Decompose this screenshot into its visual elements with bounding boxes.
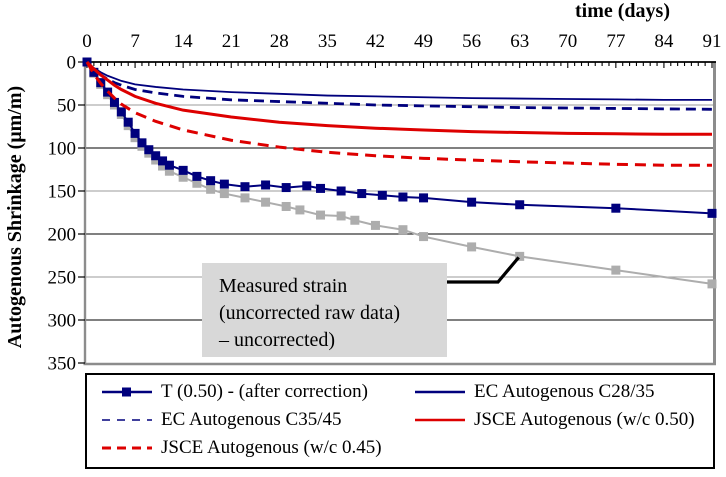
legend-label: EC Autogenous C28/35 bbox=[474, 381, 655, 402]
y-tick-label: 150 bbox=[48, 182, 77, 203]
y-tick-label: 50 bbox=[57, 96, 76, 117]
legend-label: EC Autogenous C35/45 bbox=[161, 409, 342, 430]
series-line-red-solid bbox=[85, 60, 712, 136]
series-marker-square bbox=[178, 172, 188, 182]
legend-item-jsce-045: JSCE Autogenous (w/c 0.45) bbox=[101, 437, 382, 459]
series-marker-square bbox=[302, 181, 312, 191]
series-marker-square bbox=[467, 242, 477, 252]
legend-line-sample-red-solid bbox=[415, 418, 465, 422]
series-marker-square bbox=[89, 67, 99, 77]
series-marker-square bbox=[419, 232, 429, 242]
x-tick-label: 0 bbox=[82, 31, 92, 52]
series-marker-square bbox=[281, 183, 291, 193]
series-marker-square bbox=[116, 107, 126, 117]
series-marker-square bbox=[281, 201, 291, 211]
series-marker-square bbox=[515, 251, 525, 261]
series-marker-square bbox=[398, 192, 408, 202]
series-marker-square bbox=[261, 180, 271, 190]
series-marker-square bbox=[398, 225, 408, 235]
x-tick-label: 28 bbox=[270, 31, 289, 52]
series-marker-square bbox=[206, 176, 216, 186]
legend-label: JSCE Autogenous (w/c 0.50) bbox=[474, 409, 695, 430]
series-marker-square bbox=[219, 179, 229, 189]
legend-line-sample-navy-dashed bbox=[102, 419, 152, 421]
legend-item-ec-c2835: EC Autogenous C28/35 bbox=[414, 381, 655, 403]
series-marker-square bbox=[419, 193, 429, 203]
series-marker-square bbox=[316, 183, 326, 193]
series-marker-square bbox=[123, 117, 133, 127]
series-marker-square bbox=[316, 210, 326, 220]
series-marker-square bbox=[192, 171, 202, 181]
series-marker-square bbox=[240, 182, 250, 192]
series-marker-square bbox=[295, 205, 305, 215]
x-tick-label: 14 bbox=[174, 31, 194, 52]
legend-item-jsce-050: JSCE Autogenous (w/c 0.50) bbox=[414, 409, 695, 431]
series-marker-square bbox=[178, 165, 188, 175]
series-marker-square bbox=[240, 193, 250, 203]
x-tick-label: 63 bbox=[510, 31, 529, 52]
series-marker-square bbox=[336, 211, 346, 221]
y-tick-label: 300 bbox=[48, 311, 77, 332]
series-marker-square bbox=[151, 151, 161, 161]
x-tick-label: 77 bbox=[606, 31, 625, 52]
series-marker-square bbox=[707, 279, 717, 289]
x-tick-label: 7 bbox=[130, 31, 140, 52]
x-tick-label: 42 bbox=[366, 31, 385, 52]
series-marker-square bbox=[350, 215, 360, 225]
series-marker-square bbox=[611, 203, 621, 213]
legend-line-sample-navy-marker bbox=[102, 387, 152, 397]
y-tick-label: 0 bbox=[67, 53, 77, 74]
y-tick-label: 100 bbox=[48, 139, 77, 160]
series-marker-square bbox=[515, 200, 525, 210]
annotation-line-2: (uncorrected raw data) bbox=[219, 302, 400, 324]
y-tick-label: 350 bbox=[48, 354, 77, 372]
legend-line-sample-red-dashed bbox=[102, 446, 152, 450]
series-line-red-dashed bbox=[85, 61, 712, 167]
series-marker-square bbox=[158, 161, 168, 171]
x-tick-label: 91 bbox=[703, 31, 722, 52]
series-marker-square bbox=[467, 197, 477, 207]
series-marker-square bbox=[206, 184, 216, 194]
chart-legend: T (0.50) - (after correction) EC Autogen… bbox=[85, 373, 715, 469]
series-marker-square bbox=[377, 190, 387, 200]
y-tick-label: 250 bbox=[48, 268, 77, 289]
series-marker-square bbox=[109, 97, 119, 107]
series-marker-square bbox=[137, 138, 147, 148]
x-tick-label: 21 bbox=[222, 31, 241, 52]
legend-label: JSCE Autogenous (w/c 0.45) bbox=[161, 437, 382, 458]
shrinkage-chart-plot: 0 7 14 21 28 35 42 49 56 63 70 77 84 91 0 50 100 150 200 25… bbox=[48, 31, 722, 375]
series-marker-square bbox=[707, 208, 717, 218]
series-marker-square bbox=[144, 145, 154, 155]
x-tick-label: 49 bbox=[414, 31, 433, 52]
series-marker-square bbox=[164, 160, 174, 170]
x-tick-label: 70 bbox=[558, 31, 577, 52]
series-line-navy-solid bbox=[86, 61, 712, 101]
annotation-line-1: Measured strain bbox=[219, 275, 348, 297]
series-marker-square bbox=[357, 189, 367, 199]
series-marker-square bbox=[370, 220, 380, 230]
legend-line-sample-navy-solid bbox=[415, 390, 465, 394]
x-tick-label: 84 bbox=[654, 31, 674, 52]
series-marker-square bbox=[336, 186, 346, 196]
y-axis-title: Autogenous Shrinkage (μm/m) bbox=[4, 85, 26, 349]
series-marker-square bbox=[219, 189, 229, 199]
annotation-callout-line bbox=[447, 256, 520, 284]
series-marker-square bbox=[158, 156, 168, 166]
x-tick-label: 56 bbox=[462, 31, 481, 52]
legend-label: T (0.50) - (after correction) bbox=[161, 381, 368, 402]
legend-item-ec-c3545: EC Autogenous C35/45 bbox=[101, 409, 342, 431]
series-marker-square bbox=[164, 166, 174, 176]
series-line-navy-dashed bbox=[85, 61, 713, 111]
series-marker-square bbox=[192, 178, 202, 188]
series-marker-square bbox=[611, 265, 621, 275]
x-tick-label: 35 bbox=[318, 31, 337, 52]
series-marker-square bbox=[261, 197, 271, 207]
x-axis-title: time (days) bbox=[575, 0, 670, 22]
legend-item-t050: T (0.50) - (after correction) bbox=[101, 381, 368, 403]
series-marker-square bbox=[130, 128, 140, 138]
annotation-line-3: – uncorrected) bbox=[219, 329, 336, 351]
annotation-box: Measured strain (uncorrected raw data) –… bbox=[202, 263, 447, 357]
y-tick-label: 200 bbox=[48, 225, 77, 246]
